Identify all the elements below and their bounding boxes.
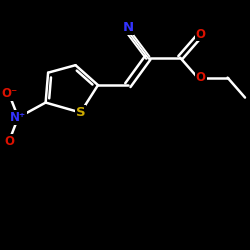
Text: O: O: [196, 28, 206, 40]
Text: S: S: [76, 106, 85, 119]
Text: O⁻: O⁻: [1, 87, 18, 100]
Text: N⁺: N⁺: [10, 111, 26, 124]
Text: N: N: [122, 21, 134, 34]
Text: O: O: [4, 135, 15, 148]
Text: O: O: [196, 71, 206, 84]
